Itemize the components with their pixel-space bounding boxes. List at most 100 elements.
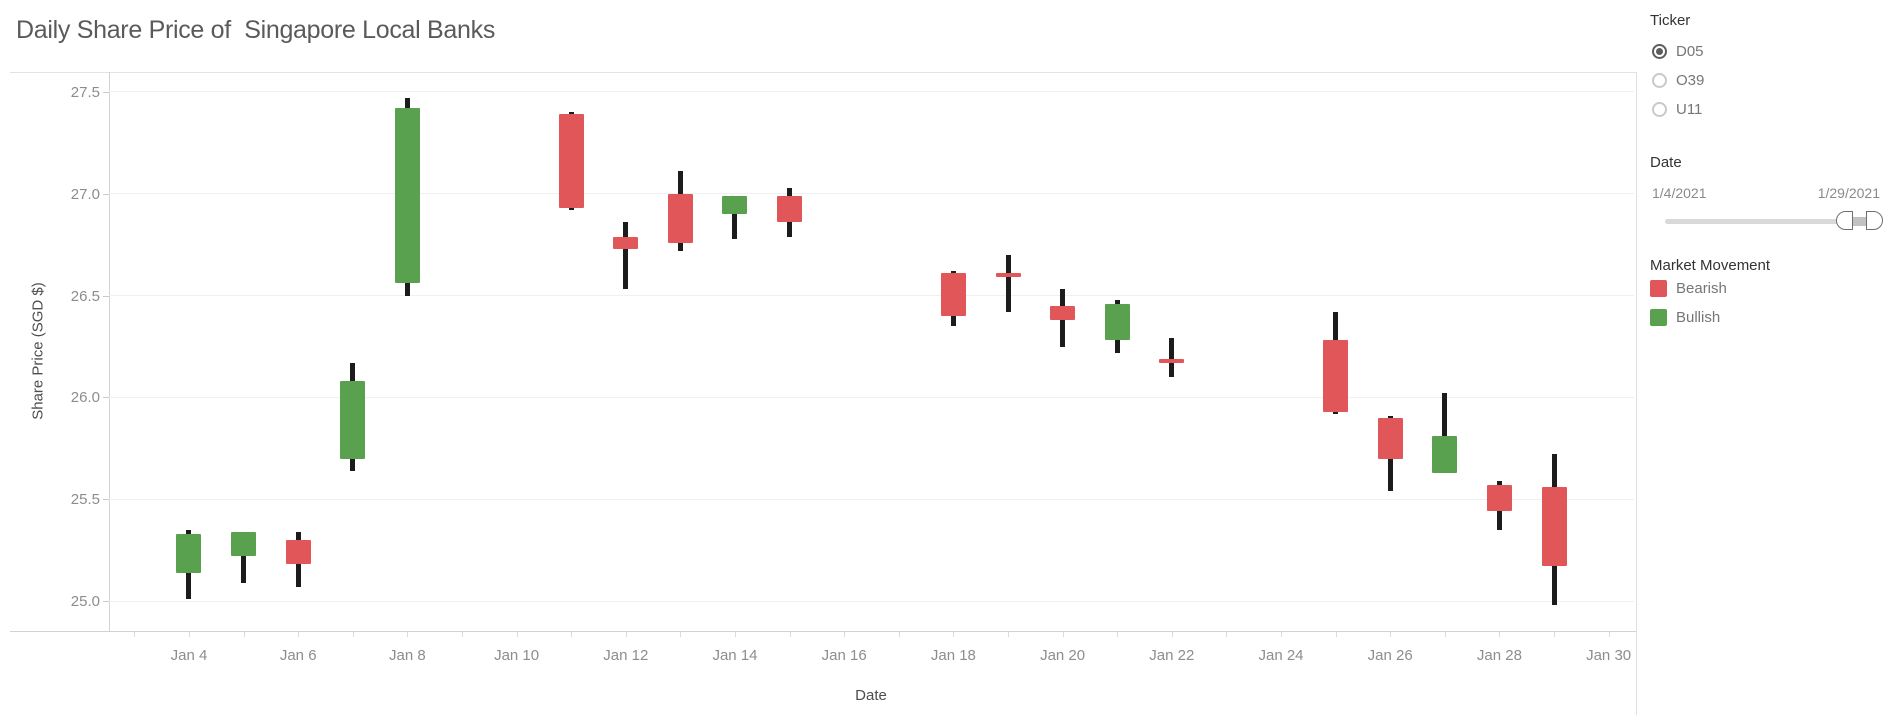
candle[interactable] (340, 381, 366, 459)
y-tick-mark (103, 397, 109, 399)
x-tick-mark (188, 632, 190, 637)
ticker-option-u11[interactable]: U11 (1652, 102, 1704, 117)
x-tick-label: Jan 18 (930, 647, 976, 664)
radio-icon[interactable] (1652, 102, 1667, 117)
candle[interactable] (1104, 303, 1130, 341)
candle[interactable] (1377, 417, 1403, 459)
candle[interactable] (1159, 358, 1185, 363)
x-tick-mark (134, 632, 136, 637)
y-gridline (109, 498, 1634, 500)
legend-item-bearish[interactable]: Bearish (1650, 280, 1727, 297)
candle[interactable] (1050, 305, 1076, 321)
x-tick-label: Jan 30 (1586, 647, 1632, 664)
y-tick-label: 25.0 (70, 593, 100, 611)
legend-swatch (1650, 280, 1667, 297)
candle-wick (1169, 338, 1175, 378)
x-tick-mark (298, 632, 300, 637)
x-tick-mark (1444, 632, 1446, 637)
x-tick-mark (243, 632, 245, 637)
candle[interactable] (777, 195, 803, 223)
candle[interactable] (285, 539, 311, 565)
candle[interactable] (231, 531, 257, 557)
slider-handle-right[interactable] (1866, 211, 1883, 230)
x-tick-mark (1171, 632, 1173, 637)
x-tick-mark (1008, 632, 1009, 637)
x-tick-label: Jan 22 (1149, 647, 1195, 664)
y-tick-mark (103, 295, 109, 297)
candle[interactable] (1432, 436, 1458, 473)
candle[interactable] (667, 193, 693, 243)
candle[interactable] (1486, 484, 1512, 512)
y-tick-label: 26.5 (70, 287, 100, 305)
ticker-option-d05[interactable]: D05 (1652, 44, 1704, 59)
legend-item-bullish[interactable]: Bullish (1650, 309, 1727, 326)
x-tick-mark (407, 632, 409, 637)
date-filter-title: Date (1650, 154, 1682, 171)
x-tick-label: Jan 12 (603, 647, 649, 664)
candle[interactable] (722, 195, 748, 215)
y-axis-line (109, 72, 110, 631)
candle-wick (732, 195, 738, 239)
y-tick-mark (103, 193, 109, 195)
legend-swatch (1650, 309, 1667, 326)
slider-track[interactable] (1665, 219, 1879, 224)
candle[interactable] (1541, 487, 1567, 567)
x-tick-mark (898, 632, 900, 637)
y-gridline (109, 193, 1634, 195)
x-tick-label: Jan 10 (494, 647, 540, 664)
y-tick-mark (103, 601, 109, 603)
x-tick-mark (516, 632, 518, 637)
date-range-start: 1/4/2021 (1652, 185, 1707, 201)
candle[interactable] (995, 273, 1021, 278)
x-tick-label: Jan 20 (1040, 647, 1086, 664)
candle-wick (241, 531, 247, 583)
x-tick-label: Jan 8 (389, 647, 426, 664)
candle[interactable] (940, 273, 966, 316)
ticker-option-o39[interactable]: O39 (1652, 73, 1704, 88)
slider-selected-range[interactable] (1853, 217, 1867, 226)
x-tick-label: Jan 16 (821, 647, 867, 664)
panel-divider (1636, 72, 1637, 715)
candle[interactable] (558, 114, 584, 209)
candlestick-plot-area (109, 72, 1634, 631)
x-tick-label: Jan 28 (1476, 647, 1522, 664)
date-range-labels: 1/4/2021 1/29/2021 (1652, 185, 1880, 201)
candle[interactable] (1323, 340, 1349, 412)
x-tick-mark (734, 632, 736, 637)
y-gridline (109, 600, 1634, 602)
y-tick-label: 27.0 (70, 185, 100, 203)
x-tick-mark (789, 632, 791, 637)
radio-icon[interactable] (1652, 73, 1667, 88)
x-axis-line (10, 631, 1636, 632)
candle[interactable] (394, 108, 420, 284)
legend-title: Market Movement (1650, 257, 1771, 274)
page-title: Daily Share Price of Singapore Local Ban… (16, 16, 496, 44)
y-gridline (109, 91, 1634, 93)
y-tick-mark (103, 499, 109, 501)
ticker-option-label: D05 (1676, 43, 1704, 60)
ticker-radio-group: D05 O39 U11 (1652, 44, 1704, 131)
x-tick-mark (1554, 632, 1555, 637)
y-gridline (109, 295, 1634, 297)
y-tick-label: 27.5 (70, 83, 100, 101)
date-range-slider (1650, 210, 1890, 232)
x-tick-mark (625, 632, 627, 637)
x-tick-label: Jan 4 (170, 647, 208, 664)
x-tick-mark (680, 632, 682, 637)
ticker-option-label: U11 (1676, 101, 1703, 118)
x-axis-title: Date (855, 687, 887, 704)
y-gridline (109, 396, 1634, 398)
slider-handle-left[interactable] (1836, 211, 1853, 230)
radio-selected-icon[interactable] (1652, 44, 1667, 59)
x-tick-label: Jan 14 (712, 647, 758, 664)
x-tick-mark (352, 632, 354, 637)
date-range-end: 1/29/2021 (1817, 185, 1880, 201)
candle[interactable] (613, 236, 639, 249)
x-tick-mark (461, 632, 463, 637)
x-tick-label: Jan 26 (1367, 647, 1413, 664)
ticker-filter-title: Ticker (1650, 12, 1691, 29)
candle[interactable] (176, 533, 202, 573)
candle-wick (1005, 254, 1011, 312)
sheet-top-border (10, 72, 1636, 73)
